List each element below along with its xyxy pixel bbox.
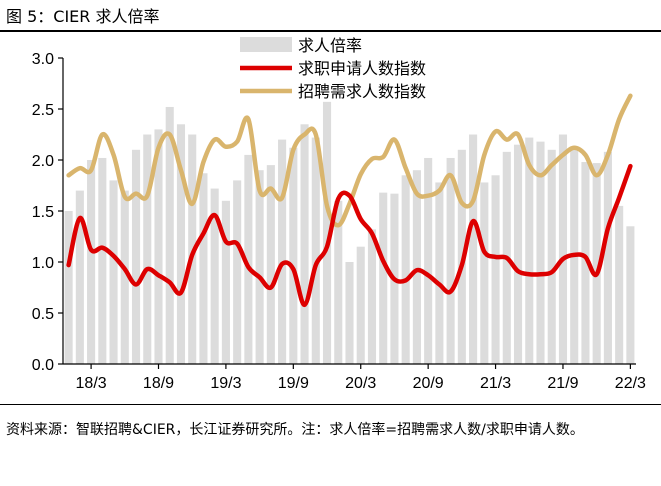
bar	[491, 175, 500, 364]
bar	[221, 200, 230, 364]
legend-label: 求职申请人数指数	[298, 59, 426, 78]
title-rule	[0, 30, 661, 32]
bar	[367, 229, 377, 364]
bar	[558, 134, 568, 364]
bar	[143, 134, 152, 364]
bar	[603, 151, 612, 364]
bar	[581, 162, 590, 364]
bar	[266, 165, 275, 364]
series-line	[66, 93, 633, 228]
bar	[154, 129, 163, 364]
y-tick-label: 0.5	[32, 306, 54, 323]
bar	[626, 226, 635, 364]
bar	[480, 182, 489, 364]
bar	[469, 134, 478, 364]
bar	[446, 157, 455, 364]
bar	[255, 170, 264, 364]
bar	[547, 149, 556, 364]
x-tick-label: 19/3	[210, 375, 241, 392]
x-tick-label: 19/9	[278, 375, 309, 392]
bar	[176, 124, 186, 364]
x-tick-label: 20/3	[345, 375, 376, 392]
x-tick-label: 21/9	[547, 375, 578, 392]
bar	[311, 137, 320, 364]
bar	[64, 211, 73, 364]
bar	[401, 175, 410, 364]
bar	[165, 106, 174, 365]
x-tick-label: 20/9	[413, 375, 444, 392]
bar	[75, 190, 84, 364]
y-tick-label: 2.0	[32, 153, 54, 170]
axes: 0.0 0.5 1.0 1.5 2.0 2.5 3.0 18/3 18/9 19/3 19/9 20/…	[32, 51, 646, 392]
y-tick-label: 1.5	[32, 204, 54, 221]
bar	[592, 163, 601, 364]
line-series	[66, 93, 633, 308]
bar	[513, 144, 523, 364]
bar	[199, 173, 208, 364]
bar	[322, 101, 332, 365]
figure-title: 图 5：CIER 求人倍率	[6, 7, 160, 26]
source-rule	[0, 404, 661, 405]
bar	[424, 157, 433, 364]
source-note: 资料来源：智联招聘&CIER，长江证券研究所。注：求人倍率=招聘需求人数/求职申…	[6, 422, 584, 438]
x-tick-label: 22/3	[615, 375, 646, 392]
bar	[278, 139, 287, 364]
y-tick-label: 3.0	[32, 51, 54, 68]
bar	[98, 157, 107, 364]
bar	[87, 160, 96, 364]
chart: 0.0 0.5 1.0 1.5 2.0 2.5 3.0 18/3 18/9 19/3 19/9 20/…	[32, 36, 646, 392]
x-tick-label: 18/3	[76, 375, 107, 392]
y-tick-label: 2.5	[32, 102, 54, 119]
bar	[615, 205, 624, 364]
x-tick-label: 21/3	[480, 375, 511, 392]
y-tick-label: 0.0	[32, 357, 54, 374]
bar	[210, 188, 219, 364]
x-tick-label: 18/9	[143, 375, 174, 392]
bar	[120, 190, 129, 364]
bar	[244, 154, 253, 364]
bar	[536, 141, 545, 364]
bar	[233, 180, 242, 364]
bar	[525, 137, 534, 364]
bar	[300, 124, 309, 364]
y-tick-label: 1.0	[32, 255, 54, 272]
bar	[334, 200, 343, 364]
bar	[379, 192, 388, 364]
legend-label: 求人倍率	[298, 36, 362, 55]
bar	[412, 170, 421, 364]
bar-series	[64, 101, 635, 365]
bar	[345, 262, 354, 364]
legend-swatch	[240, 37, 292, 52]
bar	[435, 182, 444, 364]
bar	[289, 147, 298, 364]
legend-label: 招聘需求人数指数	[298, 82, 426, 101]
bar	[109, 180, 118, 364]
bar	[356, 246, 365, 364]
bar	[131, 149, 141, 364]
series-line	[66, 163, 633, 308]
